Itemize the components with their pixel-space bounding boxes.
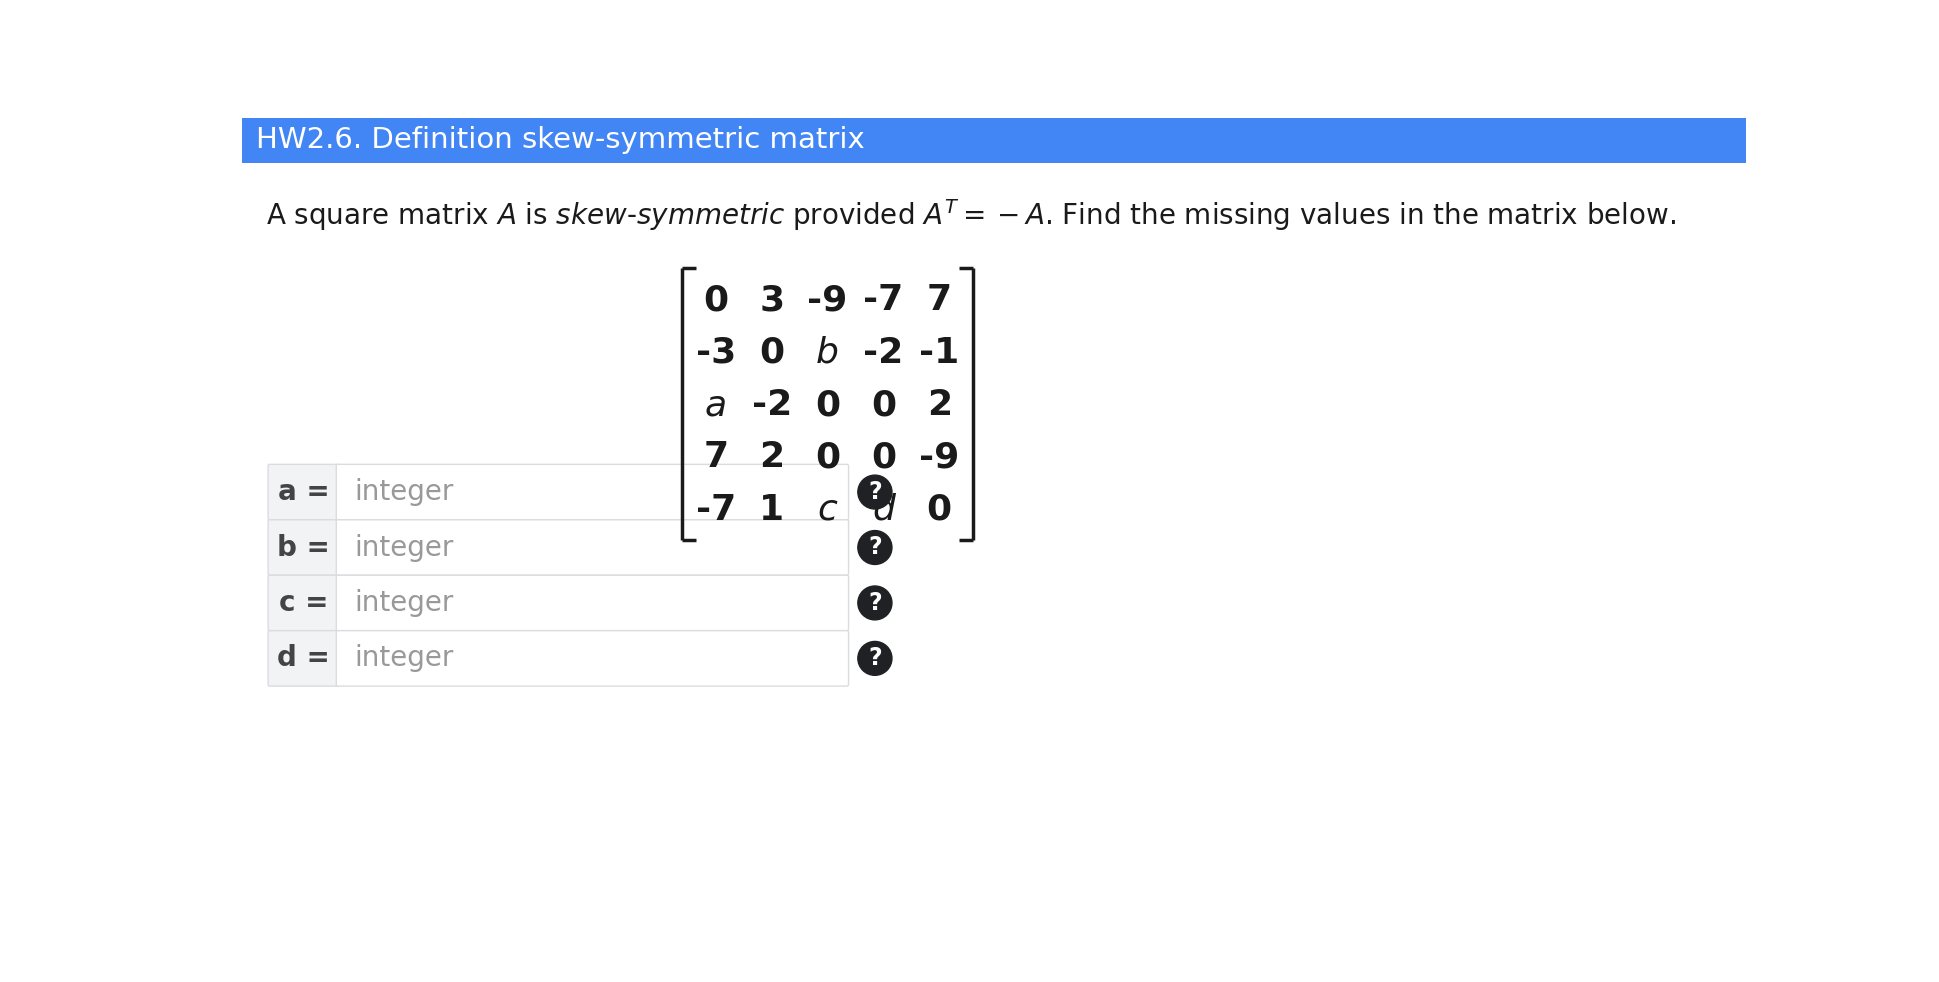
Text: HW2.6. Definition skew-symmetric matrix: HW2.6. Definition skew-symmetric matrix (256, 126, 865, 154)
FancyBboxPatch shape (268, 519, 339, 575)
FancyBboxPatch shape (268, 464, 339, 519)
Text: 7: 7 (704, 440, 729, 474)
Text: c: c (816, 493, 838, 526)
Text: a: a (704, 388, 727, 422)
Text: ?: ? (867, 646, 880, 671)
Text: 0: 0 (758, 336, 783, 369)
Text: -3: -3 (696, 336, 735, 369)
Text: 0: 0 (871, 440, 896, 474)
Text: 2: 2 (927, 388, 952, 422)
FancyBboxPatch shape (268, 575, 339, 630)
Text: b =: b = (277, 533, 330, 562)
Text: 3: 3 (758, 284, 783, 317)
Text: 0: 0 (814, 388, 840, 422)
FancyBboxPatch shape (335, 464, 847, 519)
FancyBboxPatch shape (335, 519, 847, 575)
Text: 0: 0 (927, 493, 952, 526)
Text: integer: integer (355, 589, 454, 617)
FancyBboxPatch shape (268, 630, 339, 686)
Text: 2: 2 (758, 440, 783, 474)
Circle shape (857, 641, 892, 676)
Circle shape (857, 475, 892, 509)
Text: -2: -2 (863, 336, 904, 369)
Text: 0: 0 (871, 388, 896, 422)
Text: ?: ? (867, 480, 880, 504)
Text: 1: 1 (758, 493, 783, 526)
Text: -7: -7 (863, 284, 904, 317)
Circle shape (857, 530, 892, 565)
Text: 0: 0 (704, 284, 729, 317)
Text: -9: -9 (807, 284, 847, 317)
FancyBboxPatch shape (242, 118, 1745, 162)
Text: a =: a = (277, 478, 330, 506)
FancyBboxPatch shape (335, 575, 847, 630)
Text: -7: -7 (696, 493, 735, 526)
Text: -9: -9 (919, 440, 960, 474)
Circle shape (857, 586, 892, 620)
Text: integer: integer (355, 478, 454, 506)
Text: integer: integer (355, 533, 454, 562)
Text: 7: 7 (927, 284, 952, 317)
Text: d =: d = (277, 644, 330, 673)
Text: b: b (816, 336, 840, 369)
Text: -2: -2 (750, 388, 791, 422)
FancyBboxPatch shape (335, 630, 847, 686)
Text: ?: ? (867, 535, 880, 560)
Text: A square matrix $\mathit{A}$ is $\mathit{skew}$-$\mathit{symmetric}$ provided $A: A square matrix $\mathit{A}$ is $\mathit… (266, 197, 1675, 233)
Text: ?: ? (867, 591, 880, 615)
Text: -1: -1 (919, 336, 960, 369)
Text: d: d (871, 493, 894, 526)
Text: c =: c = (279, 589, 328, 617)
Text: 0: 0 (814, 440, 840, 474)
Text: integer: integer (355, 644, 454, 673)
